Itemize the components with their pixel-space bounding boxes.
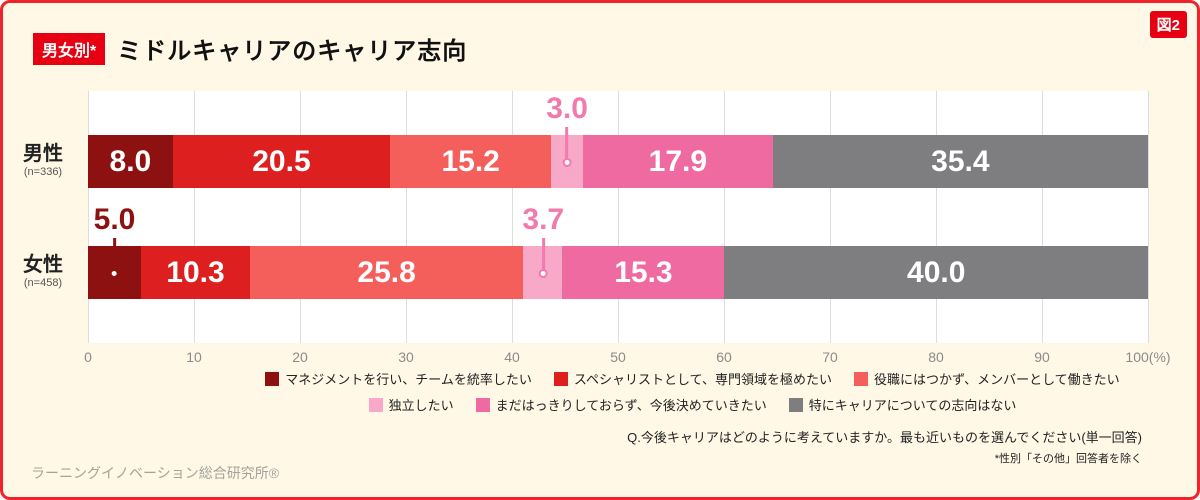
- y-axis-labels: 男性 (n=336) 女性 (n=458): [3, 91, 83, 343]
- segment-value-label: 17.9: [648, 144, 708, 178]
- callout-value: 3.0: [546, 93, 588, 167]
- category-sample-size: (n=336): [23, 166, 63, 178]
- gridlines-layer: [87, 91, 1149, 343]
- gridline: [87, 91, 89, 343]
- question-text: Q.今後キャリアはどのように考えていますか。最も近いものを選んでください(単一回…: [627, 430, 1142, 445]
- gridline: [1147, 91, 1149, 343]
- callout-value: 5.0: [93, 203, 136, 278]
- x-tick-label: 0: [84, 349, 92, 365]
- legend-swatch: [553, 371, 568, 386]
- bar-segment: 35.4: [772, 135, 1148, 188]
- legend-item: まだはっきりしておらず、今後決めていきたい: [475, 395, 767, 414]
- legend-swatch: [853, 371, 868, 386]
- category-label: 女性 (n=458): [7, 254, 79, 290]
- segment-value-label: 35.4: [931, 144, 990, 178]
- bar-segment: 15.3: [562, 246, 725, 299]
- segment-value-label: 15.3: [614, 255, 673, 289]
- callout-value-label: 3.7: [522, 203, 565, 236]
- bar-segment: 15.2: [390, 135, 552, 188]
- figure-number-badge: 図2: [1149, 11, 1187, 38]
- callouts-layer: 3.0 5.0 3.7: [88, 91, 1148, 343]
- gridline: [193, 91, 195, 343]
- callout-line: [562, 127, 572, 167]
- callout-dot: [562, 158, 572, 167]
- x-tick-label: 80: [928, 349, 944, 365]
- segment-value-label: 10.3: [166, 255, 225, 289]
- legend-label: 役職にはつかず、メンバーとして働きたい: [873, 372, 1120, 387]
- source-label: ラーニングイノベーション総合研究所®: [31, 465, 280, 481]
- callout-value-label: 3.0: [546, 92, 588, 125]
- callout-line: [110, 238, 119, 278]
- legend-row: 独立したい まだはっきりしておらず、今後決めていきたい 特にキャリアについての志向は…: [243, 395, 1142, 414]
- segment-value-label: 8.0: [109, 144, 152, 178]
- gender-category-badge: 男女別*: [33, 32, 106, 65]
- category-sample-size: (n=458): [23, 277, 63, 289]
- x-tick-label: 60: [716, 349, 732, 365]
- x-tick-label: 40: [504, 349, 520, 365]
- legend-item: マネジメントを行い、チームを統率したい: [265, 369, 532, 388]
- callout-dot: [538, 269, 548, 278]
- bar-segment: 8.0: [88, 135, 173, 188]
- plot-area: 8.0 20.5 15.2 17.9 35.4 10.3 25.8 15.3 40.0 3.0 5…: [84, 91, 1171, 365]
- gridline: [405, 91, 407, 343]
- bar-segment: 20.5: [172, 135, 391, 188]
- x-tick-label: 90: [1034, 349, 1050, 365]
- callout-line: [538, 238, 548, 278]
- legend-item: スペシャリストとして、専門領域を極めたい: [553, 369, 832, 388]
- legend-swatch: [788, 397, 803, 412]
- gridline: [723, 91, 725, 343]
- legend-row: マネジメントを行い、チームを統率したい スペシャリストとして、専門領域を極めたい 役…: [243, 369, 1142, 388]
- gridline: [829, 91, 831, 343]
- bar-segment: 25.8: [250, 246, 524, 299]
- gridline: [299, 91, 301, 343]
- legend-swatch: [475, 397, 490, 412]
- segment-value-label: 20.5: [252, 144, 311, 178]
- x-tick-label: 50: [610, 349, 626, 365]
- category-label: 男性 (n=336): [7, 143, 79, 179]
- segment-value-label: 25.8: [357, 255, 416, 289]
- callout-dot: [110, 269, 119, 278]
- exclusion-note: *性別「その他」回答者を除く: [994, 453, 1142, 465]
- bar-segment: 10.3: [140, 246, 251, 299]
- legend-label: スペシャリストとして、専門領域を極めたい: [573, 372, 832, 387]
- gridline: [935, 91, 937, 343]
- legend-item: 独立したい: [368, 395, 454, 414]
- chart-header: 男女別* ミドルキャリアのキャリア志向: [33, 31, 467, 66]
- bar-segment: 40.0: [724, 246, 1148, 299]
- x-tick-label: 10: [186, 349, 202, 365]
- legend: マネジメントを行い、チームを統率したい スペシャリストとして、専門領域を極めたい 役…: [243, 369, 1142, 414]
- legend-item: 役職にはつかず、メンバーとして働きたい: [853, 369, 1120, 388]
- gridline: [1041, 91, 1043, 343]
- legend-label: 独立したい: [388, 398, 454, 413]
- segment-value-label: 40.0: [907, 255, 966, 289]
- legend-label: まだはっきりしておらず、今後決めていきたい: [495, 398, 767, 413]
- x-tick-label: 100(%): [1125, 349, 1171, 365]
- legend-swatch: [265, 371, 280, 386]
- chart-title: ミドルキャリアのキャリア志向: [117, 38, 468, 65]
- gridline: [617, 91, 619, 343]
- legend-label: マネジメントを行い、チームを統率したい: [285, 372, 532, 387]
- category-name: 男性: [23, 143, 63, 165]
- gridline: [511, 91, 513, 343]
- legend-item: 特にキャリアについての志向はない: [788, 395, 1017, 414]
- category-name: 女性: [23, 254, 63, 276]
- bar-segment: 17.9: [583, 135, 773, 188]
- x-tick-label: 70: [822, 349, 838, 365]
- x-tick-label: 20: [292, 349, 308, 365]
- callout-value-label: 5.0: [93, 203, 136, 236]
- x-tick-label: 30: [398, 349, 414, 365]
- callout-value: 3.7: [522, 204, 564, 278]
- segment-value-label: 15.2: [441, 144, 500, 178]
- legend-swatch: [368, 397, 383, 412]
- legend-label: 特にキャリアについての志向はない: [808, 398, 1017, 413]
